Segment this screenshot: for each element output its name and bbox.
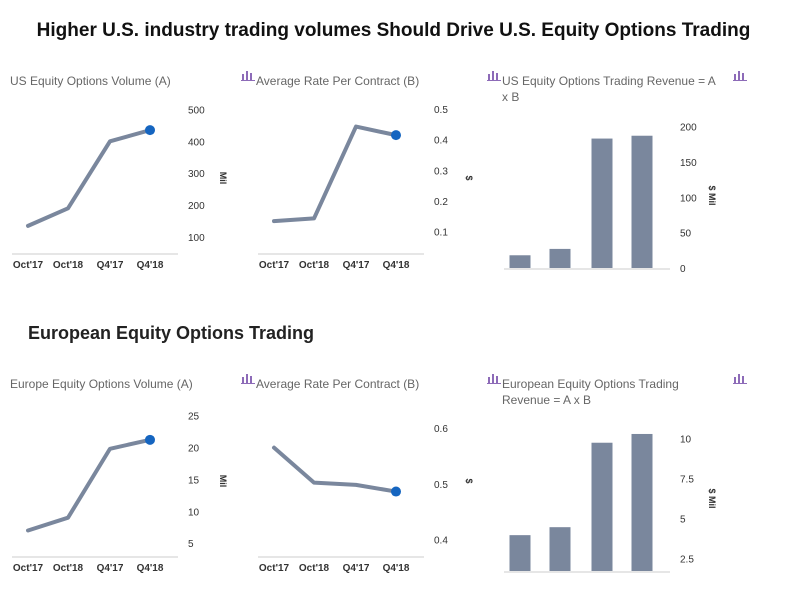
y-tick-label: 25	[188, 412, 200, 423]
chart-plot: 5 10 15 20 25 Mil Oct'17 Oct'18 Q4'17 Q4'18	[12, 412, 228, 574]
y-tick-label: 0.5	[434, 480, 448, 491]
x-tick-label: Oct'18	[299, 260, 330, 271]
y-axis-unit: Mil	[218, 475, 228, 488]
page-title: Higher U.S. industry trading volumes Sho…	[36, 20, 751, 41]
x-tick-label: Oct'17	[259, 563, 290, 574]
x-tick-label: Q4'18	[137, 563, 164, 574]
y-tick-label: 100	[680, 193, 697, 204]
chart-title: US Equity Options Volume (A)	[10, 74, 171, 88]
chart-title: US Equity Options Trading Revenue = A x …	[502, 74, 716, 104]
bar-chart-icon[interactable]	[733, 69, 747, 81]
y-axis-unit: $ Mil	[707, 488, 717, 508]
series-line	[26, 128, 152, 228]
bar	[591, 138, 613, 268]
y-tick-label: 0.1	[434, 228, 448, 239]
chart-title: European Equity Options Trading Revenue …	[502, 377, 679, 407]
y-tick-label: 200	[680, 123, 697, 134]
last-point-marker	[391, 486, 401, 497]
chart-title: Average Rate Per Contract (B)	[256, 74, 420, 88]
y-tick-label: 50	[680, 229, 692, 240]
y-tick-label: 300	[188, 169, 205, 180]
chart-panel-eu-revenue: European Equity Options Trading Revenue …	[502, 374, 747, 576]
x-tick-label: Q4'17	[97, 260, 124, 271]
chart-plot: 0.1 0.2 0.3 0.4 0.5 $ Oct'17 Oct'18 Q4'17 Q4'18	[258, 105, 474, 271]
chart-title: Average Rate Per Contract (B)	[256, 377, 420, 391]
y-tick-label: 200	[188, 201, 205, 212]
x-tick-label: Q4'18	[137, 260, 164, 271]
y-tick-label: 7.5	[680, 475, 694, 486]
chart-title: Europe Equity Options Volume (A)	[10, 377, 193, 391]
bar-chart-icon[interactable]	[487, 69, 501, 81]
bar	[509, 255, 531, 268]
bar	[549, 527, 571, 571]
section-title: European Equity Options Trading	[28, 323, 315, 343]
x-tick-label: Q4'17	[343, 260, 370, 271]
last-point-marker	[391, 130, 401, 141]
y-axis-unit: Mil	[218, 172, 228, 185]
bar-chart-icon[interactable]	[487, 372, 501, 384]
chart-panel-us-rate: Average Rate Per Contract (B) 0.1 0.2 0.3 0…	[256, 71, 501, 273]
y-tick-label: 500	[188, 105, 205, 116]
y-tick-label: 0	[680, 264, 686, 273]
y-tick-label: 0.4	[434, 535, 448, 546]
y-tick-label: 100	[188, 233, 205, 244]
bar	[631, 433, 653, 571]
y-tick-label: 0.4	[434, 136, 448, 147]
bar-chart-icon[interactable]	[241, 69, 255, 81]
y-tick-label: 5	[188, 539, 194, 550]
x-tick-label: Oct'17	[259, 260, 290, 271]
y-axis-unit: $ Mil	[707, 185, 717, 205]
chart-plot: 0.4 0.5 0.6 $ Oct'17 Oct'18 Q4'17 Q4'18	[258, 424, 474, 574]
chart-panel-eu-rate: Average Rate Per Contract (B) 0.4 0.5 0.6 $…	[256, 374, 501, 576]
x-tick-label: Oct'17	[13, 260, 44, 271]
y-axis-unit: $	[464, 478, 474, 483]
bar-chart-icon[interactable]	[241, 372, 255, 384]
series-line	[26, 437, 152, 533]
x-tick-label: Q4'17	[97, 563, 124, 574]
last-point-marker	[145, 434, 155, 445]
bar	[549, 248, 571, 268]
chart-panel-eu-volume: Europe Equity Options Volume (A) 5 10 15 20…	[10, 374, 255, 576]
x-tick-label: Oct'18	[299, 563, 330, 574]
x-tick-label: Oct'18	[53, 260, 84, 271]
chart-panel-us-revenue: US Equity Options Trading Revenue = A x …	[502, 71, 747, 273]
y-tick-label: 10	[188, 507, 200, 518]
series-line	[272, 124, 398, 224]
x-tick-label: Q4'18	[383, 260, 410, 271]
bar	[509, 535, 531, 571]
chart-plot: 100 200 300 400 500 Mil Oct'17 Oct'18 Q4'17 Q4'18	[12, 105, 228, 271]
y-axis-unit: $	[464, 175, 474, 180]
series-line	[272, 445, 398, 494]
chart-panel-us-volume: US Equity Options Volume (A) 100 200 300 40…	[10, 71, 255, 273]
y-tick-label: 5	[680, 514, 686, 525]
y-tick-label: 0.5	[434, 105, 448, 116]
bar	[631, 135, 653, 268]
x-tick-label: Q4'17	[343, 563, 370, 574]
y-tick-label: 20	[188, 443, 200, 454]
y-tick-label: 0.2	[434, 197, 448, 208]
y-tick-label: 0.3	[434, 166, 448, 177]
y-tick-label: 400	[188, 137, 205, 148]
y-tick-label: 150	[680, 158, 697, 169]
last-point-marker	[145, 125, 155, 136]
y-tick-label: 2.5	[680, 554, 694, 565]
x-tick-label: Q4'18	[383, 563, 410, 574]
y-tick-label: 10	[680, 435, 692, 446]
y-tick-label: 15	[188, 475, 200, 486]
x-tick-label: Oct'17	[13, 563, 44, 574]
bar-chart-icon[interactable]	[733, 372, 747, 384]
bar	[591, 442, 613, 571]
y-tick-label: 0.6	[434, 424, 448, 435]
x-tick-label: Oct'18	[53, 563, 84, 574]
